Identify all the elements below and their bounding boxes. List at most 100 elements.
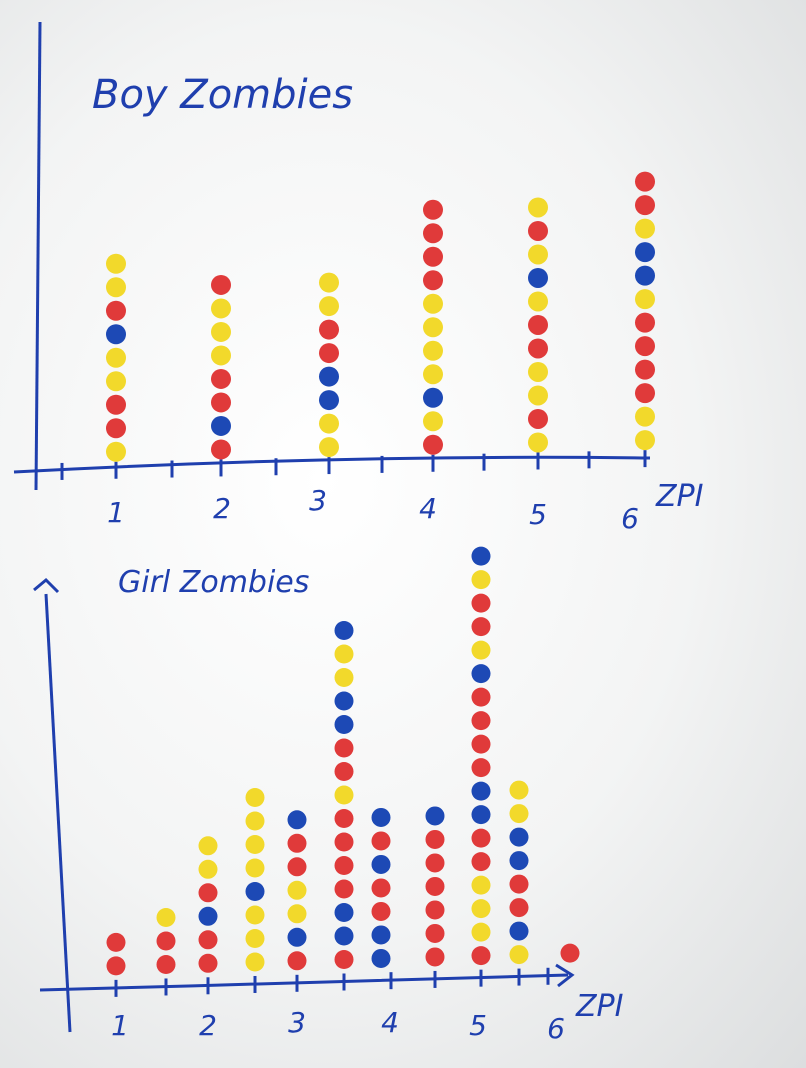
girl-dot (287, 833, 307, 853)
girl-y-axis-arrow (33, 577, 60, 594)
girl-dot (287, 927, 307, 947)
girl-dot (471, 687, 491, 707)
girl-axis-ticks (114, 967, 550, 997)
boy-dot (528, 432, 548, 453)
boy-dot (635, 336, 655, 357)
girl-dot (334, 808, 354, 828)
girl-dot (287, 904, 307, 924)
boy-dot (423, 317, 443, 338)
boy-dot (211, 321, 231, 342)
boy-dot (423, 270, 443, 291)
girl-dot (334, 855, 354, 875)
boy-dot (528, 291, 548, 312)
girl-dot (471, 617, 491, 637)
boy-dot (528, 220, 548, 241)
boy-dot (635, 359, 655, 380)
girl-dot (425, 900, 445, 920)
boy-dot (528, 385, 548, 406)
girl-y-axis (44, 593, 72, 1033)
girl-dot (509, 921, 529, 941)
boy-x-axis (13, 455, 651, 474)
boy-dot (106, 347, 126, 368)
boy-dot (211, 345, 231, 366)
girl-dot (334, 949, 354, 969)
boy-dot (211, 298, 231, 319)
girl-dot (471, 946, 491, 966)
boy-dot (106, 324, 126, 345)
boy-dot (528, 314, 548, 335)
girl-dot (471, 758, 491, 778)
boy-dot (319, 296, 339, 317)
girl-dot (425, 947, 445, 967)
girl-zombies-chart: 1 2 3 4 5 6 Girl Zombies ZPI (33, 546, 624, 1045)
boy-dot (423, 364, 443, 385)
girl-dot (371, 807, 391, 827)
girl-tick-labels: 1 2 3 4 5 6 (111, 1006, 565, 1045)
boy-tick-label: 3 (309, 484, 327, 517)
boy-dot (106, 300, 126, 321)
boy-dot (635, 289, 655, 310)
boy-tick-labels: 1 2 3 4 5 6 (107, 484, 639, 535)
girl-tick-label: 5 (469, 1009, 487, 1042)
girl-dot (106, 932, 126, 952)
girl-dot (425, 923, 445, 943)
girl-dot (471, 828, 491, 848)
girl-dot (198, 953, 218, 973)
boy-zombies-chart: 1 2 3 4 5 6 Boy Zombies ZPI (13, 21, 704, 535)
boy-dot (106, 277, 126, 298)
boy-dot (423, 434, 443, 455)
boy-dot (635, 383, 655, 404)
girl-dot (471, 805, 491, 825)
girl-dot (471, 570, 491, 590)
girl-dot (245, 881, 265, 901)
girl-dot (334, 738, 354, 758)
girl-dot (156, 931, 176, 951)
boy-dot (211, 274, 231, 295)
girl-dot (245, 905, 265, 925)
boy-axis-name: ZPI (655, 479, 704, 514)
girl-dot (471, 640, 491, 660)
boy-dot (635, 406, 655, 427)
girl-x-axis (39, 973, 569, 992)
boy-dot (211, 392, 231, 413)
girl-dot (198, 906, 218, 926)
girl-dot (509, 945, 529, 965)
girl-tick-label: 1 (111, 1009, 129, 1042)
girl-dot (371, 948, 391, 968)
boy-dot (319, 437, 339, 458)
girl-dot (471, 875, 491, 895)
girl-dot (156, 907, 176, 927)
girl-dot (156, 954, 176, 974)
girl-tick-label: 4 (381, 1006, 399, 1039)
girl-chart-title: Girl Zombies (118, 565, 309, 600)
girl-dot (334, 926, 354, 946)
girl-axis-name: ZPI (575, 989, 624, 1024)
boy-dot (635, 312, 655, 333)
girl-dot (198, 836, 218, 856)
boy-dot (319, 343, 339, 364)
girl-dot (371, 925, 391, 945)
girl-dot (471, 593, 491, 613)
girl-x-axis-arrow (555, 963, 575, 988)
boy-dot (635, 218, 655, 239)
boy-dot (635, 171, 655, 192)
girl-dot (371, 901, 391, 921)
girl-dot (471, 852, 491, 872)
boy-dot (106, 394, 126, 415)
girl-dot-columns (106, 546, 580, 976)
girl-dot (245, 811, 265, 831)
boy-dot (423, 387, 443, 408)
boy-dot (423, 199, 443, 220)
girl-dot (425, 853, 445, 873)
girl-dot (198, 859, 218, 879)
girl-tick-label: 6 (547, 1012, 565, 1045)
boy-dot (635, 430, 655, 451)
girl-dot (334, 620, 354, 640)
boy-tick-label: 2 (213, 492, 231, 525)
girl-dot (471, 664, 491, 684)
girl-dot (509, 804, 529, 824)
boy-dot-columns (106, 171, 655, 462)
girl-dot (334, 714, 354, 734)
boy-dot (211, 415, 231, 436)
